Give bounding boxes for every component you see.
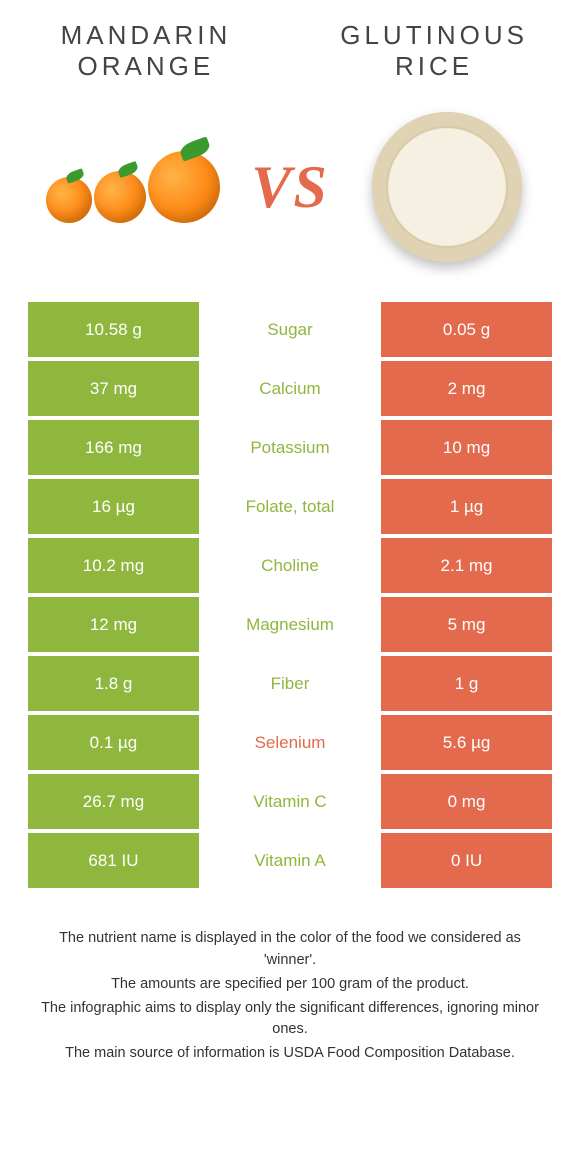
nutrient-label: Folate, total bbox=[202, 479, 378, 534]
left-value: 681 IU bbox=[28, 833, 199, 888]
table-row: 10.58 gSugar0.05 g bbox=[28, 302, 552, 357]
rice-bowl-icon bbox=[372, 112, 522, 262]
table-row: 681 IUVitamin A0 IU bbox=[28, 833, 552, 888]
left-value: 37 mg bbox=[28, 361, 199, 416]
nutrient-table: 10.58 gSugar0.05 g37 mgCalcium2 mg166 mg… bbox=[28, 302, 552, 888]
header: MANDARIN ORANGE GLUTINOUS RICE bbox=[28, 20, 552, 82]
nutrient-label: Choline bbox=[202, 538, 378, 593]
oranges-icon bbox=[46, 151, 220, 223]
left-value: 26.7 mg bbox=[28, 774, 199, 829]
table-row: 26.7 mgVitamin C0 mg bbox=[28, 774, 552, 829]
right-value: 5 mg bbox=[381, 597, 552, 652]
table-row: 0.1 µgSelenium5.6 µg bbox=[28, 715, 552, 770]
left-food-image bbox=[33, 107, 233, 267]
nutrient-label: Sugar bbox=[202, 302, 378, 357]
nutrient-label: Potassium bbox=[202, 420, 378, 475]
left-value: 10.2 mg bbox=[28, 538, 199, 593]
footer-line: The main source of information is USDA F… bbox=[38, 1043, 542, 1065]
left-value: 12 mg bbox=[28, 597, 199, 652]
right-value: 0 mg bbox=[381, 774, 552, 829]
table-row: 10.2 mgCholine2.1 mg bbox=[28, 538, 552, 593]
table-row: 12 mgMagnesium5 mg bbox=[28, 597, 552, 652]
footer-line: The nutrient name is displayed in the co… bbox=[38, 928, 542, 972]
right-value: 1 µg bbox=[381, 479, 552, 534]
right-value: 0 IU bbox=[381, 833, 552, 888]
nutrient-label: Fiber bbox=[202, 656, 378, 711]
right-food-image bbox=[347, 107, 547, 267]
right-value: 10 mg bbox=[381, 420, 552, 475]
nutrient-label: Vitamin A bbox=[202, 833, 378, 888]
left-value: 0.1 µg bbox=[28, 715, 199, 770]
images-row: VS bbox=[28, 107, 552, 267]
vs-label: VS bbox=[251, 153, 328, 222]
right-value: 0.05 g bbox=[381, 302, 552, 357]
table-row: 16 µgFolate, total1 µg bbox=[28, 479, 552, 534]
footer-line: The infographic aims to display only the… bbox=[38, 998, 542, 1042]
nutrient-label: Calcium bbox=[202, 361, 378, 416]
right-value: 2 mg bbox=[381, 361, 552, 416]
footer-line: The amounts are specified per 100 gram o… bbox=[38, 974, 542, 996]
nutrient-label: Vitamin C bbox=[202, 774, 378, 829]
left-value: 16 µg bbox=[28, 479, 199, 534]
table-row: 1.8 gFiber1 g bbox=[28, 656, 552, 711]
nutrient-label: Selenium bbox=[202, 715, 378, 770]
footer-notes: The nutrient name is displayed in the co… bbox=[28, 928, 552, 1065]
left-value: 166 mg bbox=[28, 420, 199, 475]
nutrient-label: Magnesium bbox=[202, 597, 378, 652]
right-value: 5.6 µg bbox=[381, 715, 552, 770]
left-value: 1.8 g bbox=[28, 656, 199, 711]
table-row: 166 mgPotassium10 mg bbox=[28, 420, 552, 475]
table-row: 37 mgCalcium2 mg bbox=[28, 361, 552, 416]
right-food-title: GLUTINOUS RICE bbox=[316, 20, 552, 82]
left-value: 10.58 g bbox=[28, 302, 199, 357]
left-food-title: MANDARIN ORANGE bbox=[28, 20, 264, 82]
right-value: 2.1 mg bbox=[381, 538, 552, 593]
right-value: 1 g bbox=[381, 656, 552, 711]
